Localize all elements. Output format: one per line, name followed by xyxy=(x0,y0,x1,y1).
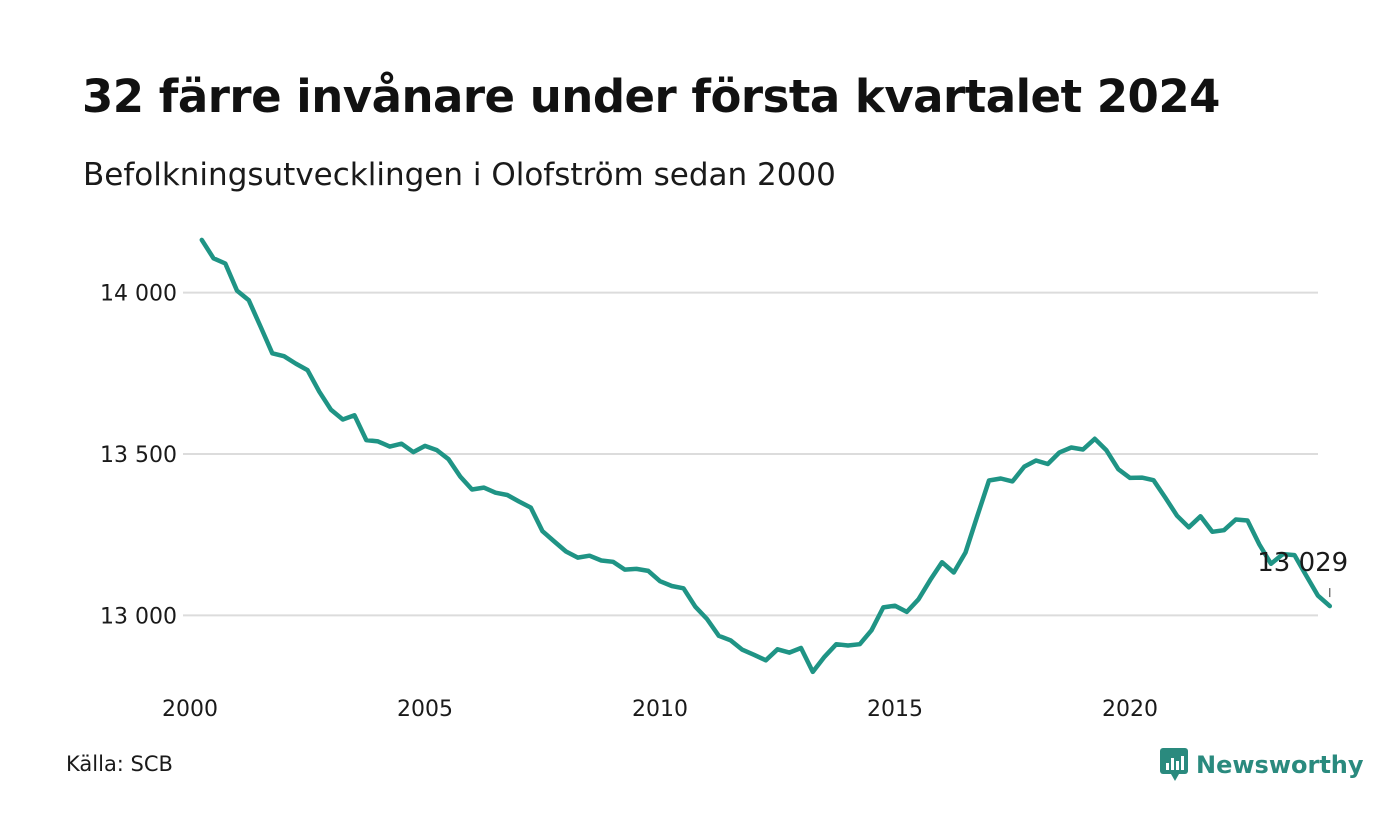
y-tick-label: 14 000 xyxy=(100,282,177,307)
series-line xyxy=(199,237,1333,675)
x-tick-label: 2010 xyxy=(632,697,688,722)
x-tick-label: 2020 xyxy=(1102,697,1158,722)
end-value-label: 13 029 xyxy=(1257,548,1348,578)
y-tick-label: 13 000 xyxy=(100,604,177,629)
newsworthy-logo-icon xyxy=(1160,748,1188,781)
brand-name: Newsworthy xyxy=(1196,751,1364,779)
x-axis-ticks: 2000 2005 2010 2015 2020 xyxy=(162,697,1158,722)
end-label-layer: 13 029 xyxy=(1257,548,1348,598)
brand-logo: Newsworthy xyxy=(1160,748,1364,782)
series-layer xyxy=(199,237,1333,675)
y-axis-ticks: 13 000 13 500 14 000 xyxy=(100,282,177,630)
y-tick-label: 13 500 xyxy=(100,443,177,468)
x-tick-label: 2015 xyxy=(867,697,923,722)
source-note: Källa: SCB xyxy=(66,752,173,776)
x-tick-label: 2000 xyxy=(162,697,218,722)
chart-title: 32 färre invånare under första kvartalet… xyxy=(82,70,1221,123)
chart-subtitle: Befolkningsutvecklingen i Olofström seda… xyxy=(83,157,836,193)
grid-lines xyxy=(183,291,1318,617)
x-tick-label: 2005 xyxy=(397,697,453,722)
